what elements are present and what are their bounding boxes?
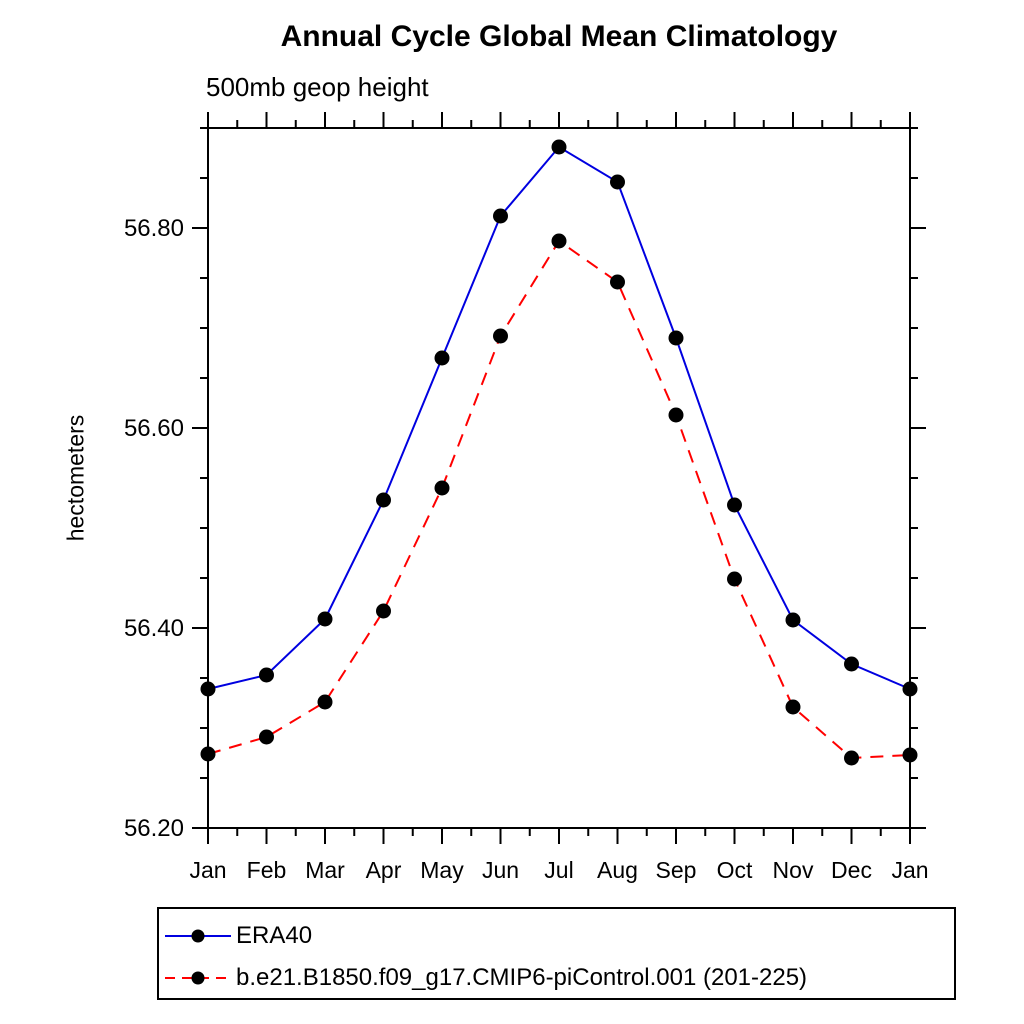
y-tick-label: 56.40 [124,615,184,642]
data-point-marker [785,612,801,628]
data-point-marker [551,233,567,249]
y-tick-label: 56.20 [124,815,184,842]
data-point-marker [259,729,274,745]
x-tick-label: Jan [189,857,226,883]
legend-entry-era40: ERA40 [163,919,312,953]
data-point-marker [902,681,918,697]
data-point-marker [200,681,216,697]
data-point-marker [668,407,684,423]
data-point-marker [727,571,742,587]
x-tick-label: Apr [366,857,402,883]
x-tick-label: Jan [891,857,928,883]
legend-line-sample-dashed [165,971,231,985]
series-line-1 [207,239,911,760]
data-point-marker [317,611,333,627]
plot-frame [207,127,911,829]
legend-marker [191,971,205,985]
data-point-marker [551,139,567,155]
x-tick-label: Mar [305,857,345,883]
x-tick-label: Sep [656,857,697,883]
data-point-marker [610,274,625,290]
legend-label: b.e21.B1850.f09_g17.CMIP6-piControl.001 … [236,964,808,991]
data-point-marker [727,497,742,513]
data-point-marker [902,747,918,763]
chart-subtitle: 500mb geop height [206,72,429,102]
legend: ERA40 b.e21.B1850.f09_g17.CMIP6-piContro… [157,907,956,1000]
data-point-marker [200,746,216,762]
legend-marker [191,929,205,943]
data-point-marker [844,750,859,766]
x-tick-label: Jun [482,857,519,883]
data-point-marker [434,480,450,496]
y-tick-label: 56.60 [124,415,184,442]
data-point-marker [493,208,508,224]
chart-title: Annual Cycle Global Mean Climatology [280,20,838,53]
data-point-marker [376,492,391,508]
data-point-marker [259,667,274,683]
data-point-marker [493,328,508,344]
legend-entry-picontrol: b.e21.B1850.f09_g17.CMIP6-piControl.001 … [163,961,807,995]
data-point-marker [610,174,625,190]
data-point-marker [317,694,333,710]
series-line-0 [207,145,911,690]
x-tick-label: Dec [831,857,872,883]
data-point-marker [434,350,450,366]
data-point-marker [376,603,391,619]
y-tick-label: 56.80 [124,215,184,242]
x-tick-label: Oct [717,857,753,883]
x-tick-label: May [420,857,464,883]
x-tick-label: Aug [597,857,638,883]
legend-line-sample-solid [165,929,231,943]
legend-label: ERA40 [236,922,313,949]
data-point-marker [668,330,684,346]
x-tick-label: Jul [544,857,573,883]
data-point-marker [785,699,801,715]
x-tick-label: Nov [773,857,814,883]
x-tick-label: Feb [247,857,287,883]
data-point-marker [844,656,859,672]
